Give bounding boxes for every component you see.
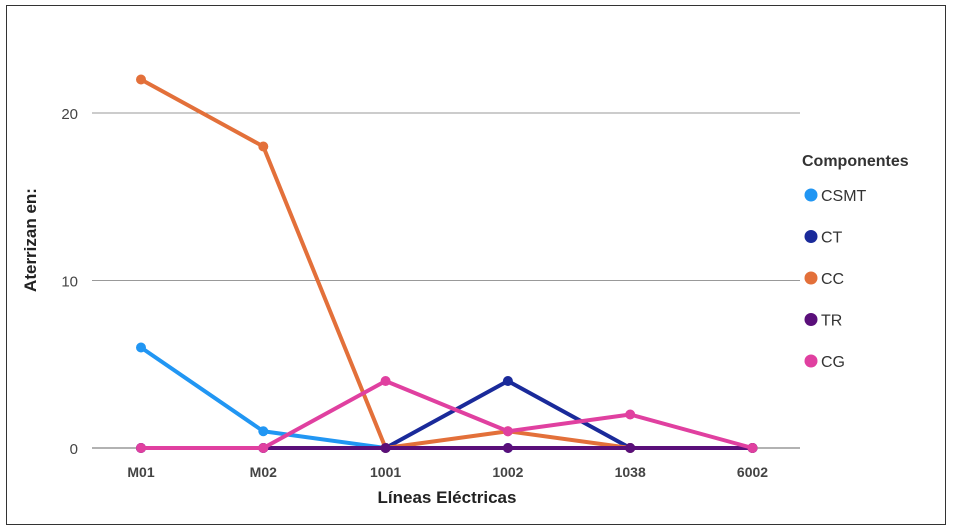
series-cg [136, 376, 758, 453]
legend-label-ct[interactable]: CT [821, 230, 843, 247]
data-point[interactable] [502, 376, 513, 386]
y-tick-label: 0 [70, 441, 78, 458]
legend-marker-tr [804, 313, 818, 326]
data-point[interactable] [136, 342, 146, 353]
x-tick-label: 1038 [615, 464, 646, 480]
y-tick-labels: 0 10 20 [61, 106, 78, 458]
series-line-cg [139, 379, 755, 450]
data-point[interactable] [258, 426, 269, 437]
x-axis-title: Líneas Eléctricas [378, 488, 517, 507]
series-line-cc [139, 77, 755, 450]
legend-label-cc[interactable]: CC [821, 271, 844, 288]
data-point[interactable] [625, 443, 636, 453]
legend-label-tr[interactable]: TR [821, 313, 842, 330]
data-point[interactable] [747, 443, 758, 453]
x-tick-label: M02 [250, 464, 277, 480]
data-point[interactable] [625, 409, 636, 420]
x-tick-label: 1001 [370, 464, 401, 480]
data-point[interactable] [502, 426, 513, 437]
series-line-csmt [139, 345, 755, 450]
legend-marker-csmt [804, 188, 818, 202]
x-tick-label: M01 [127, 464, 154, 480]
data-point[interactable] [136, 74, 146, 85]
data-point[interactable] [136, 443, 146, 453]
series-csmt [136, 342, 758, 453]
data-point[interactable] [258, 443, 269, 453]
legend-marker-cg [804, 354, 818, 368]
line-chart: 0 10 20 M01 M02 1001 1002 1038 6002 Líneas Eléc… [21, 74, 909, 507]
x-tick-labels: M01 M02 1001 1002 1038 6002 [127, 464, 768, 480]
series-lines [136, 74, 758, 453]
legend-marker-ct [804, 230, 818, 243]
y-tick-label: 10 [61, 274, 78, 291]
y-tick-label: 20 [61, 106, 78, 123]
series-cc [136, 74, 758, 453]
data-point[interactable] [502, 443, 513, 453]
data-point[interactable] [258, 141, 269, 152]
data-point[interactable] [380, 376, 391, 386]
legend-label-csmt[interactable]: CSMT [821, 188, 867, 205]
x-tick-label: 6002 [737, 464, 768, 480]
legend-marker-cc [804, 271, 818, 285]
data-point[interactable] [380, 443, 391, 453]
legend: Componentes CSMT CT CC TR CG [802, 153, 909, 371]
y-axis-title: Aterrizan en: [21, 188, 40, 292]
x-tick-label: 1002 [492, 464, 523, 480]
legend-title: Componentes [802, 153, 909, 170]
legend-label-cg[interactable]: CG [821, 354, 845, 371]
gridlines [92, 112, 800, 449]
